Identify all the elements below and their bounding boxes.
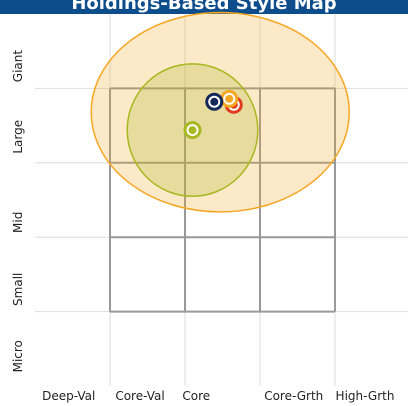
- centroid-marker: [183, 121, 202, 140]
- x-tick-label: High-Grth: [336, 389, 395, 403]
- x-tick-label: Core-Grth: [264, 389, 323, 403]
- x-tick-label: Core-Val: [115, 389, 164, 403]
- centroid-marker: [220, 89, 239, 108]
- chart-title: Holdings-Based Style Map: [71, 0, 336, 14]
- x-tick-label: Core: [182, 389, 210, 403]
- y-tick-label: Small: [11, 273, 25, 306]
- ownership-zone: [90, 11, 350, 213]
- centroid-ring: [210, 97, 219, 106]
- centroid-ring: [225, 94, 234, 103]
- y-tick-label: Large: [11, 120, 25, 154]
- centroid-ring: [188, 126, 197, 135]
- y-tick-label: Micro: [11, 340, 25, 372]
- x-tick-label: Deep-Val: [42, 389, 95, 403]
- y-tick-label: Giant: [11, 50, 25, 83]
- title-bar: [0, 0, 408, 14]
- centroid-marker: [205, 92, 224, 111]
- y-tick-label: Mid: [11, 212, 25, 233]
